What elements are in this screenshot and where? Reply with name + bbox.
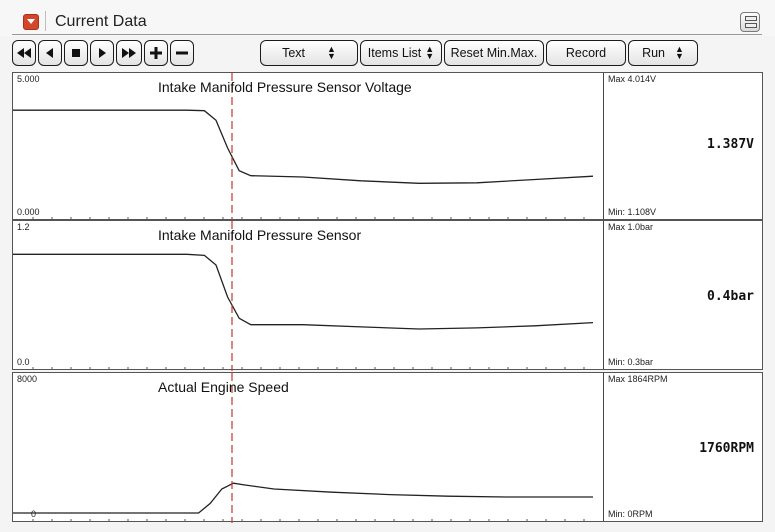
rewind-button[interactable] [12, 40, 36, 66]
pressure-plot [13, 221, 594, 371]
current-value: 1.387V [707, 137, 754, 152]
scale-max-label: 8000 [17, 374, 38, 384]
zoom-out-button[interactable] [170, 40, 194, 66]
scale-max-label: 5.000 [17, 74, 40, 84]
title-divider [12, 34, 762, 35]
value-sidebar: Max 1.0bar 0.4bar Min: 0.3bar [603, 221, 763, 369]
graph-panel-voltage: 5.000 0.000 Intake Manifold Pressure Sen… [12, 72, 763, 221]
fast-forward-icon [122, 48, 136, 58]
display-mode-label: Text [282, 46, 305, 60]
updown-arrow-icon: ▲ ▼ [675, 44, 684, 61]
data-trace [13, 482, 593, 514]
dropdown-menu-icon[interactable] [23, 14, 39, 30]
updown-arrow-icon: ▲ ▼ [425, 44, 435, 61]
layout-toggle-icon[interactable] [740, 12, 760, 32]
play-button[interactable] [90, 40, 114, 66]
scale-max-label: 1.2 [17, 222, 30, 232]
plot-title: Actual Engine Speed [158, 379, 289, 395]
stop-icon [72, 49, 80, 57]
voltage-plot [13, 73, 594, 221]
current-value: 1760RPM [699, 441, 754, 456]
data-trace [13, 253, 594, 330]
step-back-icon [46, 48, 53, 58]
play-icon [99, 48, 106, 58]
max-value-label: Max 4.014V [608, 74, 657, 84]
minus-icon [176, 51, 188, 55]
stop-button[interactable] [64, 40, 88, 66]
run-label: Run [642, 46, 665, 60]
engine-speed-plot [13, 373, 593, 523]
graph-panel-pressure: 1.2 0.0 Intake Manifold Pressure Sensor … [12, 220, 763, 371]
max-value-label: Max 1.0bar [608, 222, 654, 232]
record-button[interactable]: Record [546, 40, 626, 66]
zoom-in-button[interactable] [144, 40, 168, 66]
min-value-label: Min: 0RPM [608, 509, 653, 519]
current-value: 0.4bar [707, 289, 754, 304]
scale-min-label: 0.000 [17, 207, 40, 217]
value-sidebar: Max 4.014V 1.387V Min: 1.108V [603, 73, 763, 219]
min-value-label: Min: 1.108V [608, 207, 657, 217]
updown-arrow-icon: ▲ ▼ [327, 44, 336, 61]
value-sidebar: Max 1864RPM 1760RPM Min: 0RPM [603, 373, 763, 521]
reset-min-max-button[interactable]: Reset Min.Max. [444, 40, 544, 66]
plus-icon [150, 47, 162, 59]
step-back-button[interactable] [38, 40, 62, 66]
reset-min-max-label: Reset Min.Max. [450, 46, 538, 60]
run-select[interactable]: Run ▲ ▼ [628, 40, 698, 66]
plot-title: Intake Manifold Pressure Sensor Voltage [158, 79, 412, 95]
rewind-icon [17, 48, 31, 58]
toolbar: Text ▲ ▼ Items List ▲ ▼ Reset Min.Max. Rec… [12, 40, 762, 68]
display-mode-select[interactable]: Text ▲ ▼ [260, 40, 358, 66]
items-list-button[interactable]: Items List ▲ ▼ [360, 40, 442, 66]
fast-forward-button[interactable] [116, 40, 142, 66]
title-separator [45, 11, 46, 31]
items-list-label: Items List [367, 46, 422, 60]
record-label: Record [565, 46, 607, 60]
plot-title: Intake Manifold Pressure Sensor [158, 227, 362, 243]
data-trace [13, 109, 594, 184]
scale-min-label: 0 [31, 509, 37, 519]
min-value-label: Min: 0.3bar [608, 357, 654, 367]
window-title: Current Data [55, 13, 147, 30]
title-bar: Current Data [0, 0, 775, 36]
graph-panel-engine-speed: 8000 0 Actual Engine Speed Max 1864RPM 1… [12, 372, 763, 523]
max-value-label: Max 1864RPM [608, 374, 668, 384]
scale-min-label: 0.0 [17, 357, 30, 367]
